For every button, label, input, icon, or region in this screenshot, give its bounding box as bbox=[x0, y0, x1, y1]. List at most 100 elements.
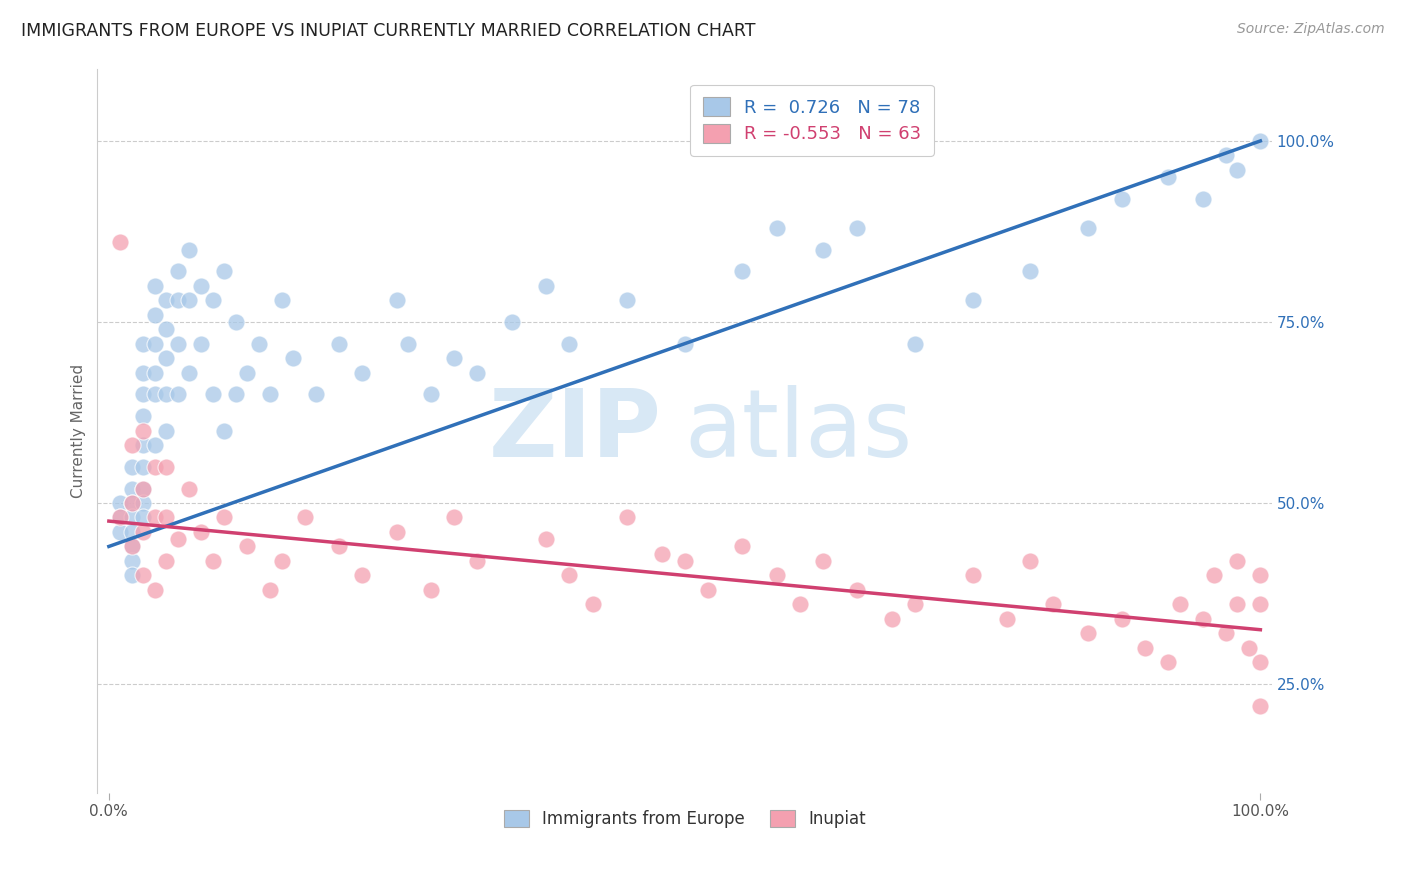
Point bbox=[121, 438, 143, 452]
Point bbox=[143, 336, 166, 351]
Point bbox=[110, 235, 132, 250]
Point bbox=[1111, 612, 1133, 626]
Point bbox=[1111, 192, 1133, 206]
Point bbox=[811, 554, 834, 568]
Point bbox=[167, 387, 190, 401]
Point bbox=[132, 387, 155, 401]
Point bbox=[201, 554, 224, 568]
Point bbox=[155, 459, 177, 474]
Point bbox=[1077, 626, 1099, 640]
Point bbox=[121, 459, 143, 474]
Point bbox=[765, 568, 787, 582]
Point bbox=[904, 598, 927, 612]
Point bbox=[132, 366, 155, 380]
Point bbox=[132, 459, 155, 474]
Point bbox=[121, 568, 143, 582]
Point bbox=[155, 510, 177, 524]
Point bbox=[110, 510, 132, 524]
Point bbox=[167, 264, 190, 278]
Point bbox=[731, 264, 754, 278]
Point bbox=[155, 387, 177, 401]
Point bbox=[1215, 148, 1237, 162]
Point bbox=[765, 220, 787, 235]
Point bbox=[132, 424, 155, 438]
Point bbox=[811, 243, 834, 257]
Point bbox=[155, 293, 177, 308]
Point bbox=[121, 524, 143, 539]
Point bbox=[789, 598, 811, 612]
Point bbox=[132, 336, 155, 351]
Point bbox=[143, 582, 166, 597]
Point bbox=[143, 366, 166, 380]
Point bbox=[236, 366, 259, 380]
Point bbox=[121, 496, 143, 510]
Y-axis label: Currently Married: Currently Married bbox=[72, 364, 86, 498]
Point bbox=[143, 308, 166, 322]
Point bbox=[1249, 698, 1271, 713]
Point bbox=[270, 554, 292, 568]
Point bbox=[1042, 598, 1064, 612]
Point bbox=[121, 510, 143, 524]
Point bbox=[385, 293, 408, 308]
Point bbox=[558, 568, 581, 582]
Point bbox=[167, 532, 190, 546]
Point bbox=[259, 582, 281, 597]
Point bbox=[121, 540, 143, 554]
Point bbox=[673, 336, 696, 351]
Point bbox=[651, 547, 673, 561]
Text: IMMIGRANTS FROM EUROPE VS INUPIAT CURRENTLY MARRIED CORRELATION CHART: IMMIGRANTS FROM EUROPE VS INUPIAT CURREN… bbox=[21, 22, 755, 40]
Point bbox=[1019, 264, 1042, 278]
Point bbox=[155, 351, 177, 366]
Point bbox=[121, 496, 143, 510]
Point bbox=[132, 524, 155, 539]
Point bbox=[616, 293, 638, 308]
Point bbox=[1215, 626, 1237, 640]
Point bbox=[225, 315, 247, 329]
Point bbox=[962, 293, 984, 308]
Point bbox=[121, 540, 143, 554]
Point bbox=[190, 278, 212, 293]
Point bbox=[1226, 598, 1249, 612]
Point bbox=[281, 351, 304, 366]
Point bbox=[1191, 612, 1213, 626]
Point bbox=[1237, 640, 1260, 655]
Point bbox=[132, 510, 155, 524]
Point bbox=[212, 424, 235, 438]
Point bbox=[904, 336, 927, 351]
Point bbox=[1249, 598, 1271, 612]
Point bbox=[143, 278, 166, 293]
Point bbox=[467, 554, 489, 568]
Point bbox=[1249, 134, 1271, 148]
Point bbox=[155, 322, 177, 336]
Point bbox=[143, 510, 166, 524]
Text: Source: ZipAtlas.com: Source: ZipAtlas.com bbox=[1237, 22, 1385, 37]
Point bbox=[1019, 554, 1042, 568]
Point bbox=[201, 293, 224, 308]
Point bbox=[179, 482, 201, 496]
Point bbox=[420, 387, 443, 401]
Text: atlas: atlas bbox=[685, 384, 912, 476]
Point bbox=[294, 510, 316, 524]
Point bbox=[179, 243, 201, 257]
Point bbox=[110, 524, 132, 539]
Point bbox=[443, 510, 465, 524]
Point bbox=[1077, 220, 1099, 235]
Point bbox=[1204, 568, 1226, 582]
Point bbox=[352, 366, 374, 380]
Point bbox=[132, 409, 155, 423]
Point bbox=[536, 532, 558, 546]
Point bbox=[616, 510, 638, 524]
Point bbox=[167, 336, 190, 351]
Point bbox=[305, 387, 328, 401]
Point bbox=[420, 582, 443, 597]
Point bbox=[143, 387, 166, 401]
Point bbox=[536, 278, 558, 293]
Point bbox=[190, 336, 212, 351]
Point bbox=[558, 336, 581, 351]
Point bbox=[179, 293, 201, 308]
Point bbox=[259, 387, 281, 401]
Point bbox=[132, 438, 155, 452]
Point bbox=[1249, 656, 1271, 670]
Point bbox=[1191, 192, 1213, 206]
Point bbox=[696, 582, 718, 597]
